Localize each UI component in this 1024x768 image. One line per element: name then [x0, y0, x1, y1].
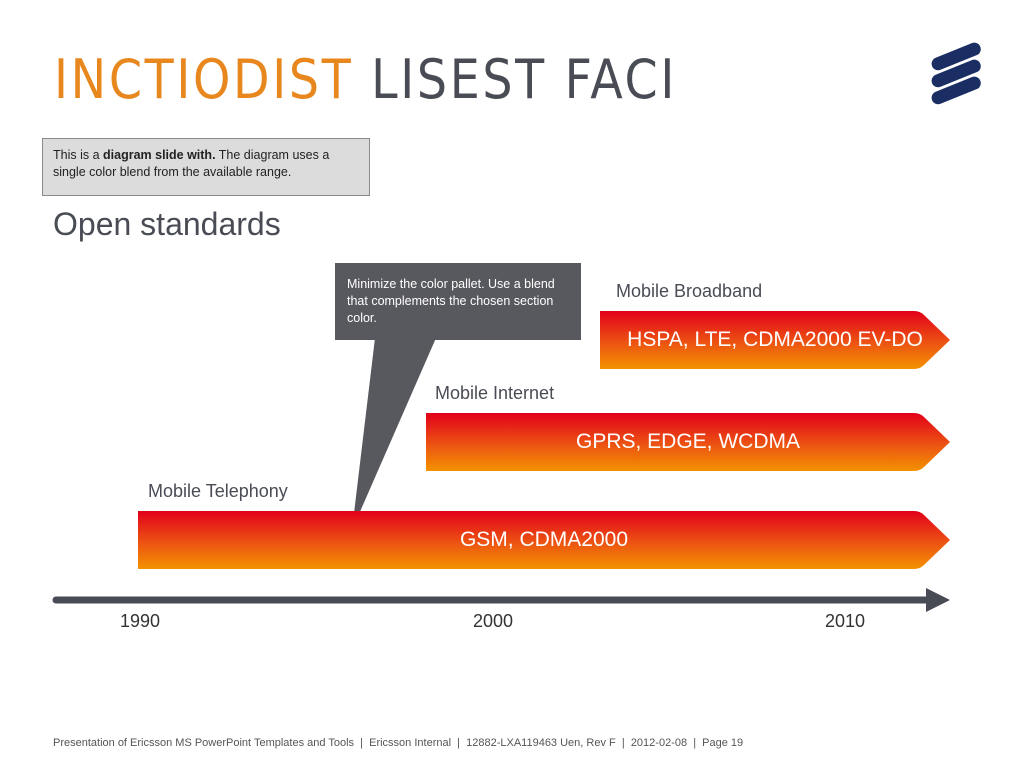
ericsson-logo-icon [931, 42, 981, 105]
band-label-broadband: Mobile Broadband [616, 281, 763, 301]
band-text-telephony: GSM, CDMA2000 [459, 528, 629, 551]
footer: Presentation of Ericsson MS PowerPoint T… [53, 737, 744, 749]
title-rest: LISEST FACI [371, 48, 677, 111]
year-2010: 2010 [824, 611, 866, 631]
year-2000: 2000 [472, 611, 514, 631]
note-rest: The diagram uses a single color blend fr… [53, 148, 330, 179]
callout-box: Minimize the color pallet. Use a blend t… [335, 263, 581, 340]
instruction-note: This is a diagram slide with. The diagra… [42, 138, 370, 196]
band-internet: GPRS, EDGE, WCDMA [426, 413, 950, 471]
band-telephony: GSM, CDMA2000 [138, 511, 950, 569]
slide-title: INCTIODIST LISEST FACI [54, 44, 677, 116]
title-accent: INCTIODIST [54, 48, 354, 111]
subtitle: Open standards [53, 206, 281, 242]
year-1990: 1990 [119, 611, 161, 631]
note-bold: diagram slide with. [103, 148, 216, 162]
band-text-broadband: HSPA, LTE, CDMA2000 EV-DO [627, 328, 923, 351]
band-label-telephony: Mobile Telephony [148, 481, 288, 501]
band-broadband: HSPA, LTE, CDMA2000 EV-DO [600, 311, 950, 369]
note-prefix: This is a [53, 148, 104, 162]
band-text-internet: GPRS, EDGE, WCDMA [575, 430, 801, 453]
band-label-internet: Mobile Internet [435, 383, 555, 403]
